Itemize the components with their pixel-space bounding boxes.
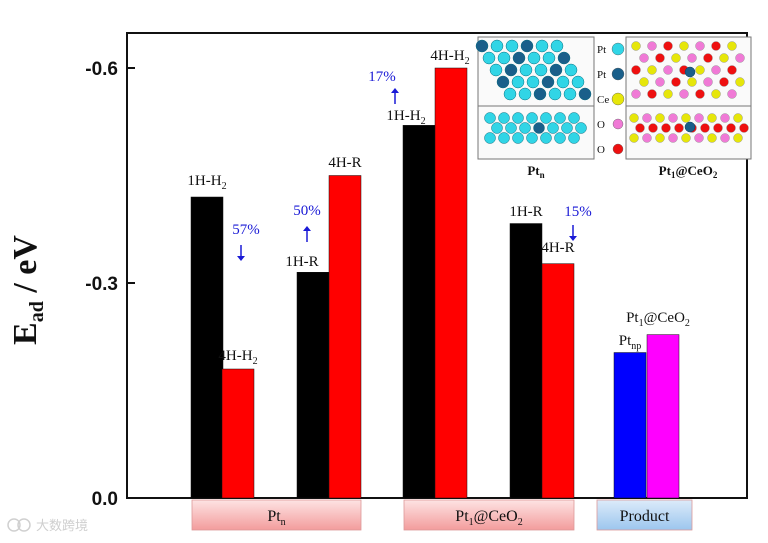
legend-label: O <box>597 144 605 156</box>
percent-annotation: 57% <box>232 222 260 238</box>
bar-label: 4H-H2 <box>218 348 257 367</box>
bar-label: 1H-H2 <box>187 173 226 192</box>
bar-labels: 1H-H2 4H-H2 1H-R 4H-R 1H-H2 4H-H2 1H-R 4H-R Ptnp… <box>187 48 690 367</box>
bar-label: 1H-R <box>285 254 318 270</box>
y-tick-label: 0.0 <box>92 489 118 510</box>
bar-pt1ceo2-4hr <box>541 263 575 499</box>
inset-pt1ceo2: Pt1@CeO2 <box>625 36 752 180</box>
inset-ptn: Ptn <box>475 36 595 180</box>
arrow-down-icon <box>237 245 245 261</box>
bar-product-ptnp <box>613 352 647 499</box>
category-label: Product <box>620 508 670 525</box>
arrow-up-icon <box>391 88 399 104</box>
legend-swatch <box>611 67 625 81</box>
category-label: Pt1@CeO2 <box>455 508 522 528</box>
legend-label: Pt <box>597 69 606 81</box>
legend-swatch <box>612 143 624 155</box>
inset-caption-left: Ptn <box>527 163 544 180</box>
ptn-top-view <box>475 39 592 101</box>
ceo2-side-view <box>629 113 749 143</box>
watermark: 大数跨境 <box>7 518 88 534</box>
y-tick-label: -0.3 <box>85 274 118 295</box>
percent-annotation: 15% <box>564 204 592 220</box>
bar-ptn-4hr <box>328 175 362 499</box>
ptn-side-view <box>484 112 587 144</box>
legend-swatch <box>612 118 624 130</box>
bar-label: 1H-H2 <box>386 108 425 127</box>
bar-pt1ceo2-1hh2 <box>402 125 436 499</box>
category-labels: Ptn Pt1@CeO2 Product <box>191 499 693 531</box>
category-box-pt1ceo2 <box>403 499 575 531</box>
bar-product-pt1ceo2 <box>646 334 680 499</box>
y-axis-label: Ead / eV <box>7 235 48 345</box>
annotations: 57% 50% 17% 15% <box>232 69 592 261</box>
bar-ptn-1hh2 <box>190 196 224 499</box>
category-box-ptn <box>191 499 362 531</box>
percent-annotation: 50% <box>293 203 321 219</box>
legend-label: Ce <box>597 94 609 106</box>
arrow-up-icon <box>303 226 311 242</box>
bar-pt1ceo2-1hr <box>509 223 543 499</box>
category-label: Ptn <box>267 508 285 528</box>
percent-annotation: 17% <box>368 69 396 85</box>
bar-label: Ptnp <box>619 333 642 352</box>
bar-label: 4H-R <box>541 240 574 256</box>
legend-label: Pt <box>597 44 606 56</box>
bar-label: 4H-H2 <box>430 48 469 67</box>
bar-label: 4H-R <box>328 155 361 171</box>
bar-label: 1H-R <box>509 204 542 220</box>
bar-ptn-1hr <box>296 272 330 499</box>
bar-ptn-4hh2 <box>221 368 255 499</box>
bars <box>190 67 680 499</box>
watermark-text: 大数跨境 <box>36 519 88 534</box>
y-tick-label: -0.6 <box>85 59 118 80</box>
arrow-down-icon <box>569 225 577 241</box>
category-box-product <box>596 499 693 531</box>
bar-label: Pt1@CeO2 <box>626 310 690 329</box>
legend-swatch <box>611 42 625 56</box>
legend-swatch <box>611 92 625 106</box>
y-ticks: 0.0 -0.3 -0.6 <box>85 59 135 510</box>
bar-pt1ceo2-4hh2 <box>434 67 468 499</box>
ceo2-top-view <box>631 41 745 99</box>
legend-label: O <box>597 119 605 131</box>
inset-legend: Pt Pt Ce O O <box>597 42 625 156</box>
inset-caption-right: Pt1@CeO2 <box>659 163 718 180</box>
